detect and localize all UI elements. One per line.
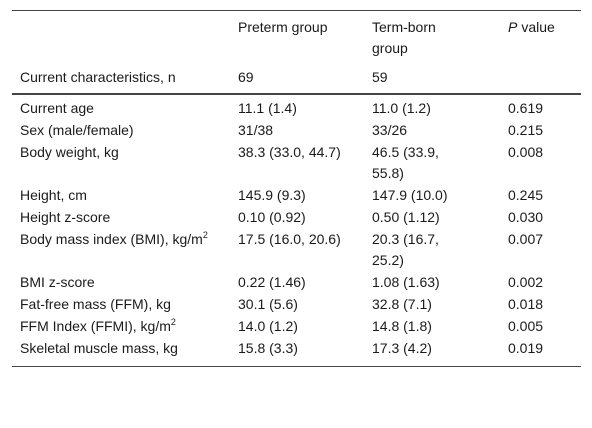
label-text: Body mass index (BMI), kg/m (20, 231, 203, 247)
row-label: Height z-score (20, 209, 111, 225)
value-cell: 0.018 (508, 296, 544, 312)
table-row: Height, cm 145.9 (9.3) 147.9 (10.0) 0.245 (12, 184, 581, 206)
value-cell: 0.005 (508, 318, 544, 334)
value-cell: 0.008 (508, 144, 544, 160)
value-cell: 0.22 (1.46) (238, 274, 306, 290)
table-row: Sex (male/female) 31/38 33/26 0.215 (12, 119, 581, 141)
row-label: Current age (20, 100, 94, 116)
value-cell: 0.007 (508, 231, 544, 247)
value-cell: 0.002 (508, 274, 544, 290)
value-cell: 0.215 (508, 122, 544, 138)
value-cell: 17.5 (16.0, 20.6) (238, 231, 341, 247)
value-cell: 0.245 (508, 187, 544, 203)
count-cell (500, 59, 581, 95)
header-cell: Term-born group (372, 19, 436, 56)
row-label: Height, cm (20, 187, 87, 203)
value-cell: 30.1 (5.6) (238, 296, 298, 312)
table-body: Current age 11.1 (1.4) 11.0 (1.2) 0.619 Sex … (12, 94, 581, 367)
p-italic: P (508, 19, 518, 35)
row-label: Skeletal muscle mass, kg (20, 340, 178, 356)
table-row: Current age 11.1 (1.4) 11.0 (1.2) 0.619 (12, 94, 581, 119)
row-label: BMI z-score (20, 274, 95, 290)
value-cell: 14.0 (1.2) (238, 318, 298, 334)
value-cell: 31/38 (238, 122, 274, 138)
label-text: FFM Index (FFMI), kg/m (20, 318, 171, 334)
value-cell: 11.1 (1.4) (238, 100, 297, 116)
table-row: BMI z-score 0.22 (1.46) 1.08 (1.63) 0.002 (12, 271, 581, 293)
count-row: Current characteristics, n 69 59 (12, 59, 581, 95)
value-cell: 38.3 (33.0, 44.7) (238, 144, 341, 160)
table-row: Fat-free mass (FFM), kg 30.1 (5.6) 32.8 (7… (12, 293, 581, 315)
value-cell: 0.030 (508, 209, 544, 225)
value-cell: 32.8 (7.1) (372, 296, 432, 312)
count-cell: 69 (230, 59, 364, 95)
table-row: Height z-score 0.10 (0.92) 0.50 (1.12) 0.03… (12, 206, 581, 228)
table-row: Body weight, kg 38.3 (33.0, 44.7) 46.5 (33… (12, 141, 581, 184)
value-cell: 33/26 (372, 122, 408, 138)
value-cell: 46.5 (33.9, 55.8) (372, 144, 439, 181)
label-sup: 2 (170, 317, 176, 327)
value-cell: 145.9 (9.3) (238, 187, 306, 203)
row-label: Sex (male/female) (20, 122, 134, 138)
value-cell: 0.10 (0.92) (238, 209, 306, 225)
value-cell: 1.08 (1.63) (372, 274, 440, 290)
row-label: Fat-free mass (FFM), kg (20, 296, 171, 312)
value-cell: 20.3 (16.7, 25.2) (372, 231, 439, 268)
row-label: FFM Index (FFMI), kg/m2 (12, 315, 230, 337)
value-cell: 15.8 (3.3) (238, 340, 298, 356)
p-text: value (521, 19, 555, 35)
value-cell: 14.8 (1.8) (372, 318, 432, 334)
header-cell (12, 11, 230, 60)
table-row: FFM Index (FFMI), kg/m2 14.0 (1.2) 14.8 (1… (12, 315, 581, 337)
table-row: Skeletal muscle mass, kg 15.8 (3.3) 17.3 (… (12, 337, 581, 367)
table-row: Body mass index (BMI), kg/m2 17.5 (16.0, … (12, 228, 581, 271)
row-label: Body weight, kg (20, 144, 119, 160)
value-cell: 0.019 (508, 340, 544, 356)
value-cell: 11.0 (1.2) (372, 100, 431, 116)
label-sup: 2 (202, 230, 208, 240)
count-cell: 59 (364, 59, 500, 95)
value-cell: 0.50 (1.12) (372, 209, 440, 225)
count-label: Current characteristics, n (12, 59, 230, 95)
value-cell: 0.619 (508, 100, 544, 116)
header-cell: Preterm group (238, 19, 328, 35)
value-cell: 17.3 (4.2) (372, 340, 432, 356)
row-label: Body mass index (BMI), kg/m2 (12, 228, 230, 271)
value-cell: 147.9 (10.0) (372, 187, 448, 203)
